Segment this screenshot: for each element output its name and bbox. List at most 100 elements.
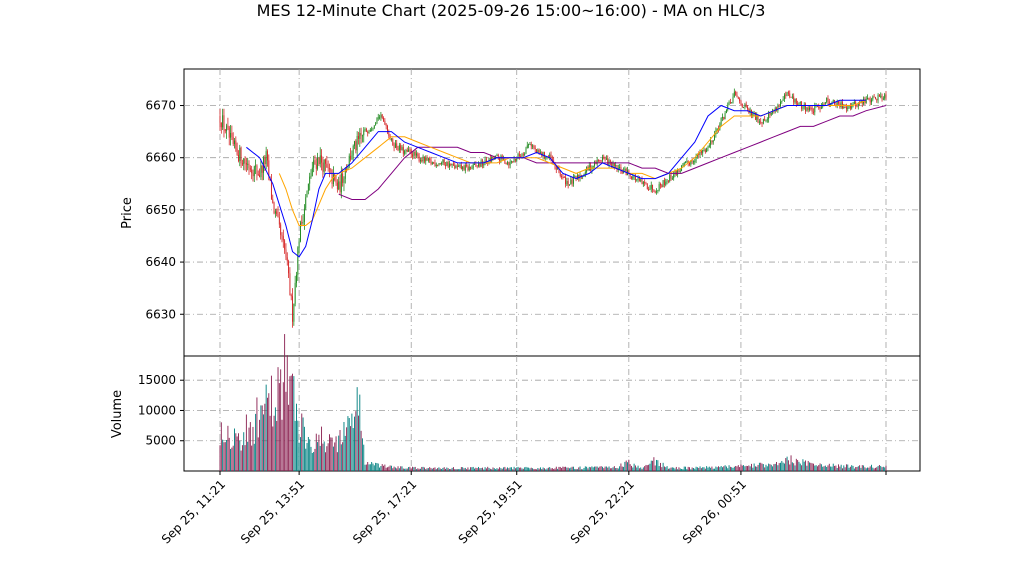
volume-bar — [256, 397, 258, 471]
volume-bar — [803, 461, 805, 471]
volume-bar — [325, 452, 326, 471]
candle-body — [633, 175, 635, 177]
volume-bar — [633, 463, 635, 471]
volume-bar — [534, 468, 536, 471]
volume-bar — [807, 460, 809, 471]
volume-bar — [712, 468, 714, 471]
candle-body — [351, 155, 353, 160]
volume-bar — [617, 468, 619, 471]
candle-body — [226, 125, 228, 132]
volume-bar — [510, 467, 512, 471]
candle-body — [255, 165, 257, 167]
volume-bar — [681, 468, 683, 471]
volume-bar — [413, 467, 415, 471]
candle-body — [819, 106, 821, 109]
volume-bar — [679, 468, 681, 471]
volume-bar — [707, 467, 709, 471]
volume-bar — [352, 428, 354, 471]
volume-bar — [452, 467, 454, 471]
candle-body — [629, 173, 631, 177]
candle-body — [830, 104, 832, 106]
candle-body — [765, 120, 767, 122]
volume-bar — [686, 468, 688, 471]
volume-bar — [259, 419, 261, 471]
candle-body — [607, 158, 609, 165]
candle-body — [716, 128, 718, 131]
volume-bar — [224, 442, 226, 471]
volume-bar — [364, 464, 366, 471]
candle-body — [458, 165, 460, 167]
volume-bar — [845, 464, 847, 471]
volume-bar — [390, 465, 392, 471]
volume-bar — [732, 467, 734, 471]
volume-bar — [872, 467, 874, 471]
candle-body — [281, 234, 283, 237]
volume-bar — [338, 435, 340, 471]
candle-body — [365, 129, 367, 132]
volume-bar — [600, 466, 602, 471]
volume-bar — [285, 391, 287, 471]
volume-bar — [468, 469, 470, 471]
volume-bar — [497, 468, 499, 471]
volume-bar — [496, 468, 498, 471]
candle-body — [223, 115, 225, 130]
candle-body — [256, 165, 258, 174]
candle-body — [793, 96, 795, 103]
volume-bar — [334, 442, 336, 471]
volume-bar — [662, 462, 664, 471]
volume-bar — [727, 468, 729, 471]
volume-bar — [358, 415, 359, 471]
volume-bar — [802, 459, 804, 471]
candle-body — [529, 143, 531, 145]
volume-bar — [332, 446, 334, 471]
candle-body — [252, 173, 254, 177]
volume-bar — [244, 445, 246, 471]
volume-bar — [261, 405, 263, 471]
volume-bar — [650, 460, 652, 471]
candle-body — [325, 159, 326, 164]
candle-body — [824, 102, 826, 105]
volume-bar — [723, 466, 725, 471]
candle-body — [871, 99, 872, 103]
volume-bar — [793, 463, 795, 471]
candle-body — [624, 168, 626, 171]
candle-body — [220, 122, 222, 128]
volume-bar — [855, 467, 857, 471]
candle-body — [315, 164, 317, 169]
volume-bar — [751, 463, 752, 471]
volume-bar — [652, 460, 654, 471]
candle-body — [836, 101, 838, 106]
volume-bar — [819, 463, 821, 471]
volume-bar — [741, 465, 743, 471]
volume-bar — [350, 426, 352, 471]
candle-body — [745, 104, 747, 107]
candle-body — [505, 163, 507, 165]
volume-bar — [760, 462, 762, 471]
candle-body — [447, 162, 449, 168]
volume-bar — [512, 469, 514, 471]
candle-body — [402, 147, 404, 154]
candle-body — [371, 129, 373, 131]
volume-bar — [408, 467, 410, 471]
volume-bar — [691, 467, 693, 471]
volume-bar — [405, 468, 407, 471]
candle-body — [390, 138, 392, 140]
candle-body — [542, 151, 544, 157]
volume-bar — [365, 464, 367, 471]
candle-body — [512, 161, 514, 163]
volume-bar — [396, 468, 398, 471]
volume-bar — [272, 426, 274, 471]
candle-body — [292, 296, 293, 322]
volume-bar — [782, 462, 784, 471]
volume-bar — [636, 467, 638, 471]
volume-bar — [222, 439, 224, 471]
candle-body — [418, 156, 420, 162]
volume-bar — [826, 466, 828, 471]
candle-body — [442, 159, 444, 163]
volume-bar — [393, 466, 395, 471]
volume-bar — [761, 463, 763, 471]
candle-body — [235, 140, 237, 149]
candle-body — [570, 179, 572, 185]
candle-body — [276, 211, 278, 214]
volume-bar — [483, 469, 485, 471]
